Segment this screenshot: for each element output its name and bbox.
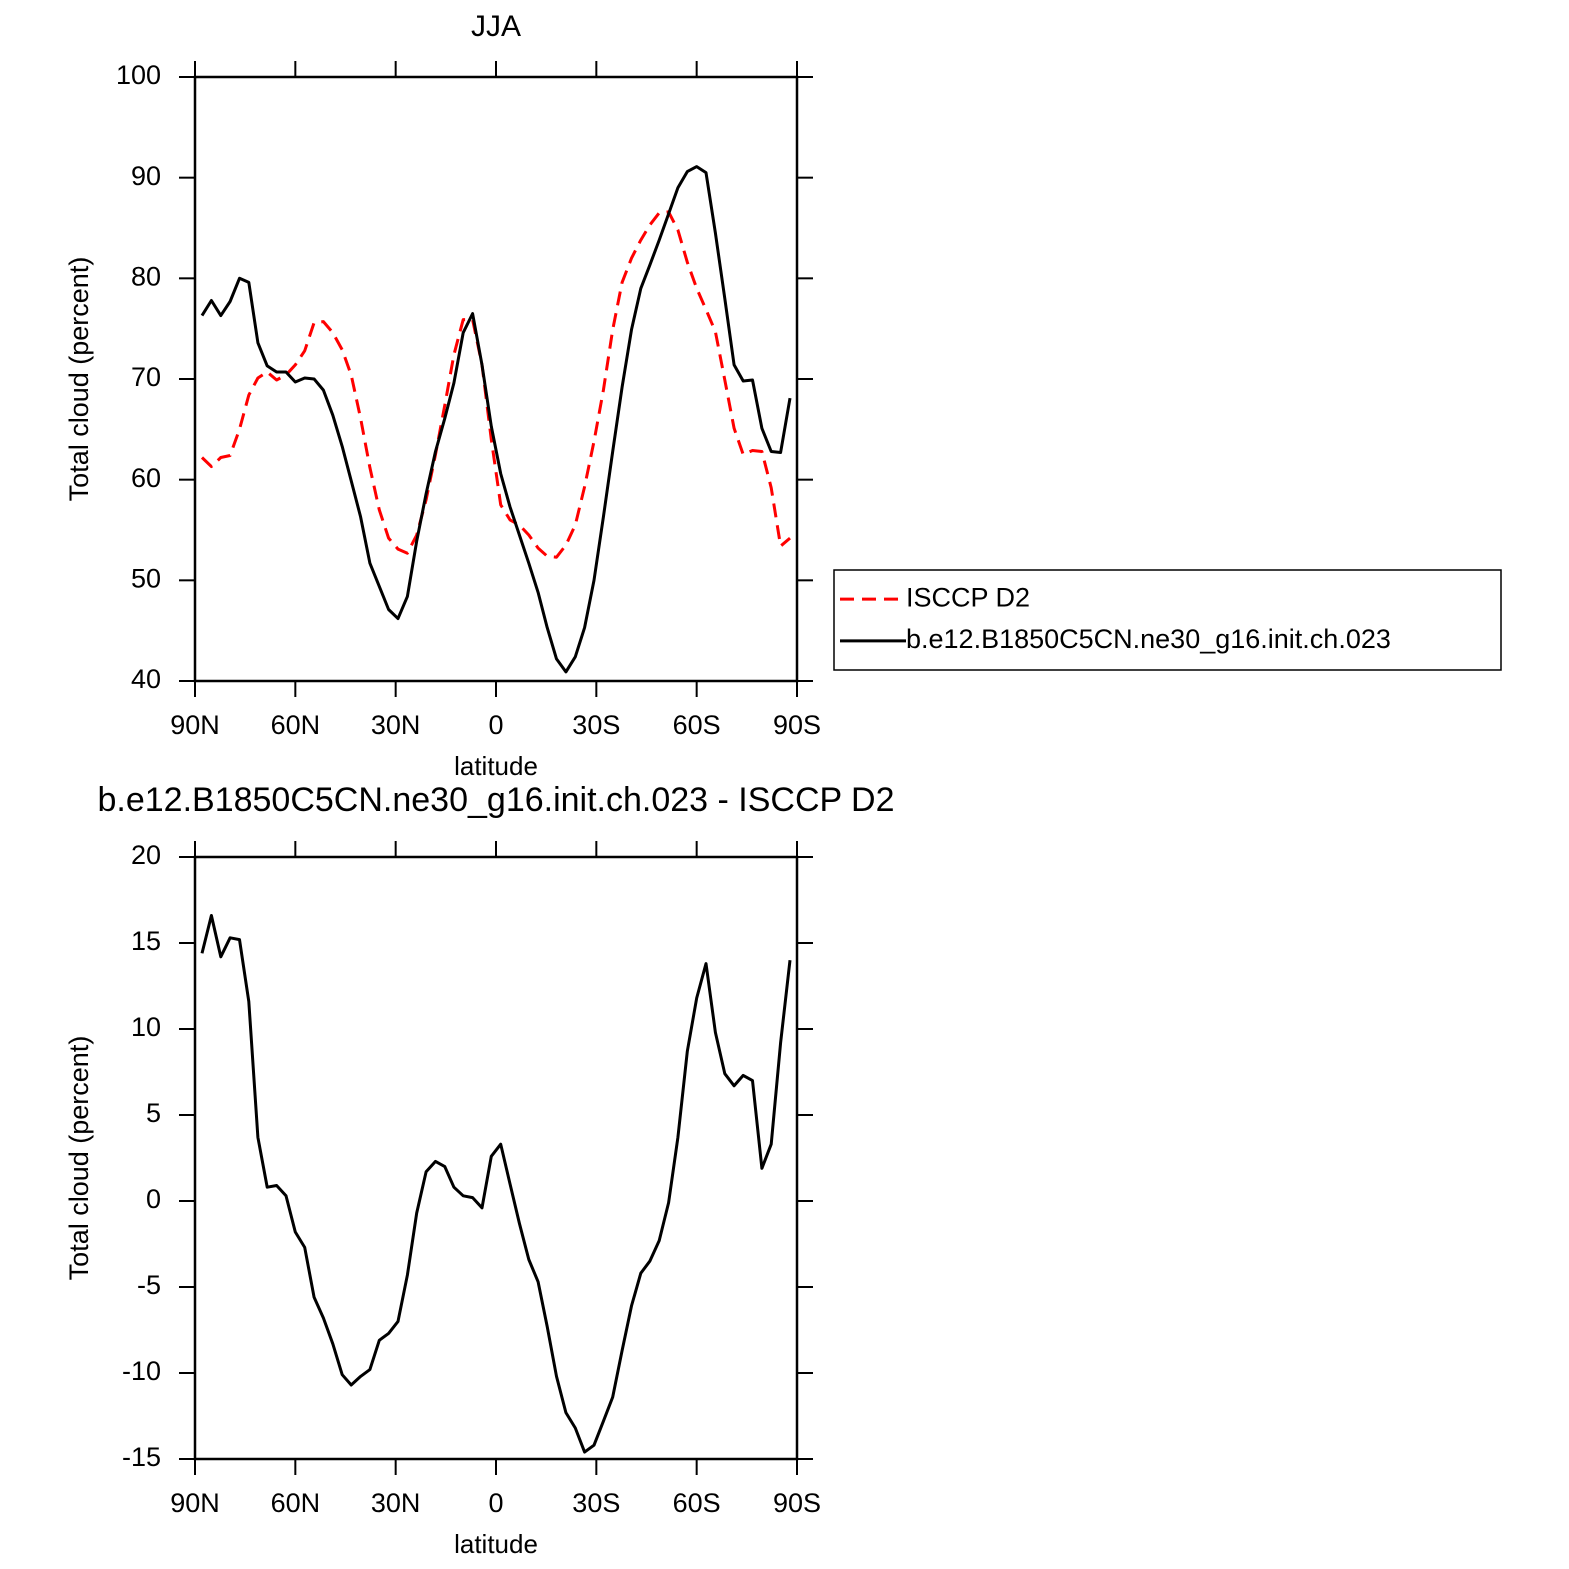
chart-title: JJA: [471, 10, 521, 43]
y-tick-label: 70: [131, 362, 161, 392]
legend-label: ISCCP D2: [906, 582, 1030, 612]
x-tick-label: 60N: [271, 710, 321, 740]
plot-frame: [193, 75, 799, 683]
x-tick-label: 60S: [673, 710, 721, 740]
x-tick-label: 60S: [673, 1488, 721, 1518]
x-tick-label: 90S: [773, 710, 821, 740]
plot-frame: [193, 855, 799, 1461]
chart-title: b.e12.B1850C5CN.ne30_g16.init.ch.023 - I…: [98, 781, 895, 819]
x-tick-label: 60N: [271, 1488, 321, 1518]
legend-label: b.e12.B1850C5CN.ne30_g16.init.ch.023: [906, 624, 1391, 654]
y-tick-label: 10: [131, 1012, 161, 1042]
x-tick-label: 0: [488, 1488, 503, 1518]
x-tick-label: 30N: [371, 710, 421, 740]
x-tick-label: 0: [488, 710, 503, 740]
legend-box: [833, 569, 1502, 671]
x-tick-label: 90N: [170, 710, 220, 740]
x-tick-label: 90S: [773, 1488, 821, 1518]
data-line: [200, 914, 792, 1454]
y-tick-label: -10: [122, 1356, 161, 1386]
data-line: [200, 210, 791, 559]
y-tick-label: 90: [131, 161, 161, 191]
x-axis-label: latitude: [454, 751, 538, 781]
x-tick-label: 30S: [572, 1488, 620, 1518]
data-line: [200, 165, 792, 674]
y-tick-label: 0: [146, 1184, 161, 1214]
y-tick-label: 60: [131, 463, 161, 493]
y-tick-label: 80: [131, 261, 161, 291]
x-axis-label: latitude: [454, 1529, 538, 1559]
x-tick-label: 90N: [170, 1488, 220, 1518]
y-tick-label: -5: [137, 1270, 161, 1300]
x-tick-label: 30S: [572, 710, 620, 740]
y-tick-label: 5: [146, 1098, 161, 1128]
y-tick-label: 50: [131, 563, 161, 593]
y-axis-label: Total cloud (percent): [64, 1036, 94, 1281]
y-tick-label: -15: [122, 1442, 161, 1472]
y-tick-label: 40: [131, 664, 161, 694]
y-tick-label: 20: [131, 840, 161, 870]
y-axis-label: Total cloud (percent): [64, 257, 94, 502]
x-tick-label: 30N: [371, 1488, 421, 1518]
y-tick-label: 15: [131, 926, 161, 956]
y-tick-label: 100: [116, 60, 161, 90]
